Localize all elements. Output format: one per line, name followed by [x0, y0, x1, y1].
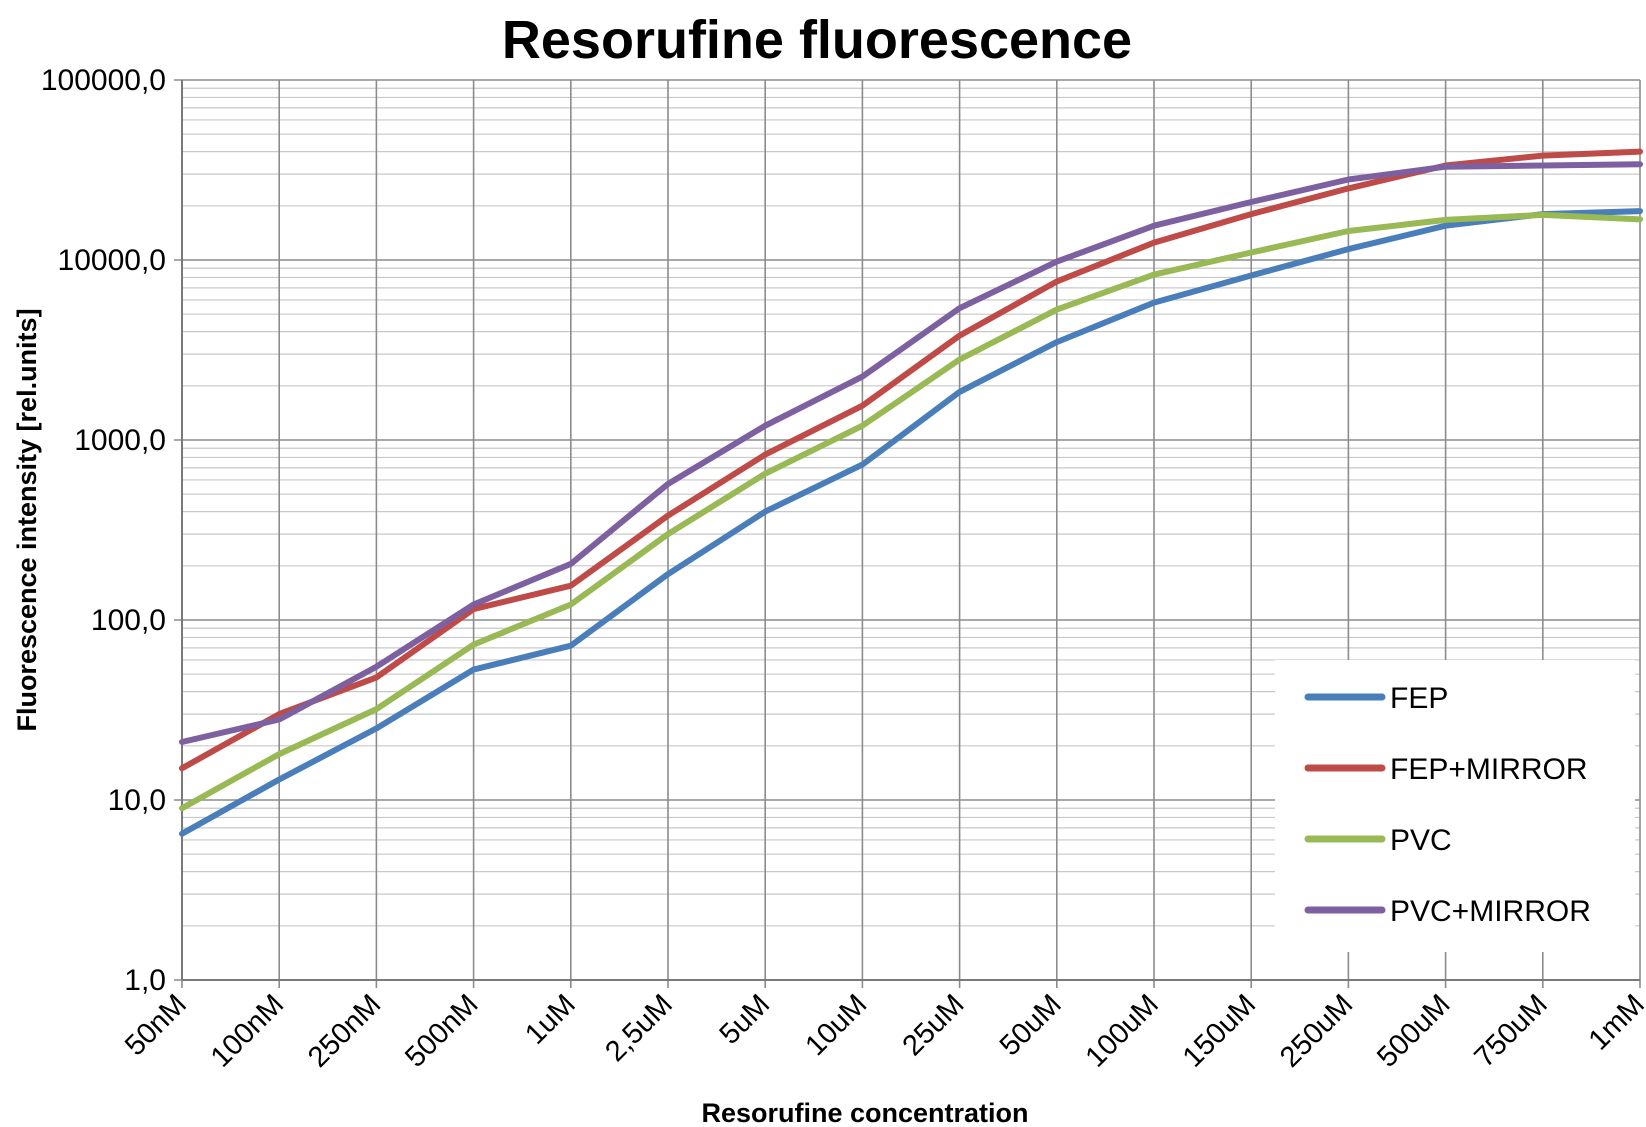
x-tick-label: 750uM — [1468, 988, 1553, 1073]
y-tick-label: 1,0 — [124, 964, 166, 997]
x-tick-label: 25uM — [897, 988, 971, 1062]
x-tick-label: 150uM — [1177, 988, 1262, 1073]
x-tick-label: 500nM — [399, 988, 484, 1073]
series-line-fep-mirror — [179, 148, 1643, 772]
legend-label: PVC+MIRROR — [1390, 895, 1591, 928]
x-tick-label: 5uM — [714, 988, 777, 1051]
legend-box — [1275, 660, 1635, 952]
chart-title: Resorufine fluorescence — [502, 10, 1132, 70]
y-tick-label: 1000,0 — [74, 424, 166, 457]
x-tick-label: 10uM — [799, 988, 873, 1062]
x-axis-label: Resorufine concentration — [701, 1098, 1028, 1127]
y-tick-label: 10000,0 — [58, 244, 166, 277]
x-tick-label: 250uM — [1274, 988, 1359, 1073]
legend-label: FEP+MIRROR — [1390, 753, 1588, 786]
x-tick-label: 50uM — [994, 988, 1068, 1062]
legend-label: FEP — [1390, 682, 1448, 715]
x-tick-label: 100uM — [1080, 988, 1165, 1073]
series-line-pvc-mirror — [179, 161, 1643, 745]
series-line-fep — [179, 208, 1643, 837]
y-tick-label: 10,0 — [108, 784, 166, 817]
series-lines — [179, 148, 1643, 837]
legend: FEP FEP+MIRROR PVC PVC+MIRROR — [1275, 660, 1635, 952]
y-tick-label: 100,0 — [91, 604, 166, 637]
x-tick-label: 100nM — [205, 988, 290, 1073]
x-tick-label: 1uM — [519, 988, 582, 1051]
x-tick-label: 250nM — [302, 988, 387, 1073]
x-tick-label: 1mM — [1583, 988, 1646, 1056]
y-tick-label: 100000,0 — [41, 64, 166, 97]
y-axis-label: Fluorescence intensity [rel.units] — [12, 308, 42, 731]
series-line-pvc — [179, 211, 1643, 812]
legend-label: PVC — [1390, 824, 1452, 857]
x-tick-label: 2,5uM — [599, 988, 679, 1068]
x-tick-label: 500uM — [1371, 988, 1456, 1073]
x-tick-label: 50nM — [119, 988, 193, 1062]
